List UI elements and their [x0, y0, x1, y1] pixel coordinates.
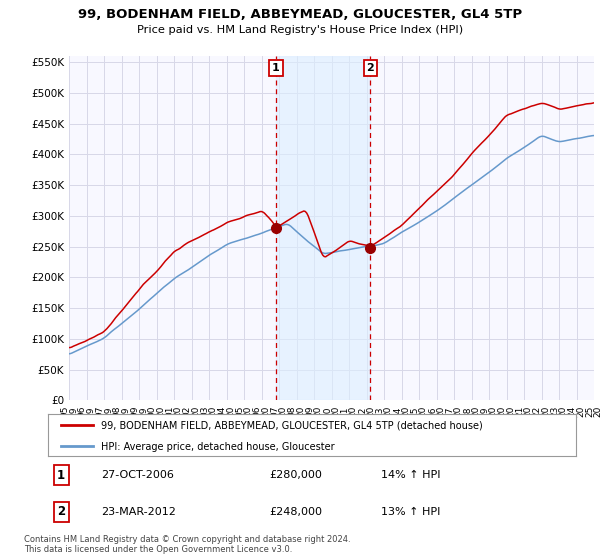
Text: £248,000: £248,000: [270, 507, 323, 517]
Text: 1: 1: [272, 63, 280, 73]
Text: 99, BODENHAM FIELD, ABBEYMEAD, GLOUCESTER, GL4 5TP (detached house): 99, BODENHAM FIELD, ABBEYMEAD, GLOUCESTE…: [101, 421, 482, 431]
Text: Price paid vs. HM Land Registry's House Price Index (HPI): Price paid vs. HM Land Registry's House …: [137, 25, 463, 35]
Text: Contains HM Land Registry data © Crown copyright and database right 2024.
This d: Contains HM Land Registry data © Crown c…: [24, 535, 350, 554]
Text: 2: 2: [367, 63, 374, 73]
Text: 1: 1: [57, 469, 65, 482]
Text: 23-MAR-2012: 23-MAR-2012: [101, 507, 176, 517]
Text: 14% ↑ HPI: 14% ↑ HPI: [380, 470, 440, 480]
Text: 99, BODENHAM FIELD, ABBEYMEAD, GLOUCESTER, GL4 5TP: 99, BODENHAM FIELD, ABBEYMEAD, GLOUCESTE…: [78, 8, 522, 21]
Text: £280,000: £280,000: [270, 470, 323, 480]
Text: 27-OCT-2006: 27-OCT-2006: [101, 470, 173, 480]
Text: 2: 2: [57, 505, 65, 518]
Bar: [276, 56, 370, 400]
Text: 13% ↑ HPI: 13% ↑ HPI: [380, 507, 440, 517]
Text: HPI: Average price, detached house, Gloucester: HPI: Average price, detached house, Glou…: [101, 442, 334, 452]
